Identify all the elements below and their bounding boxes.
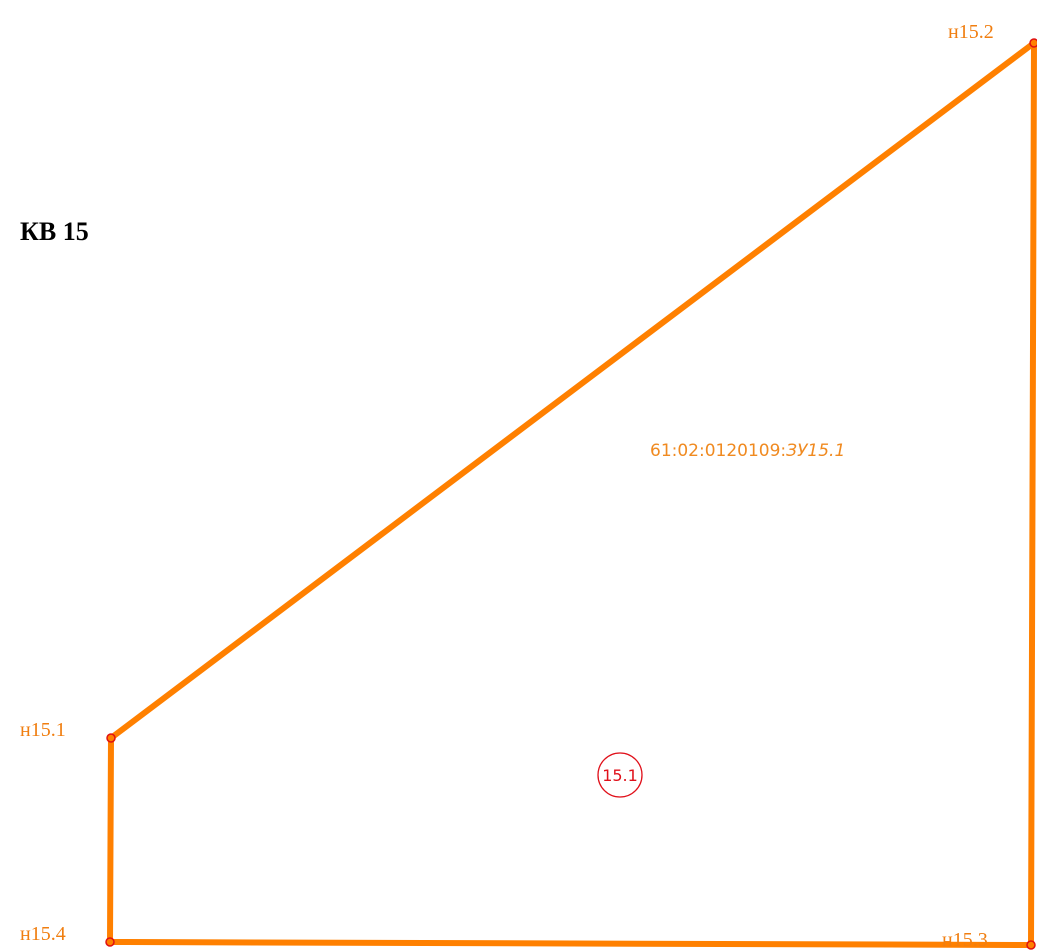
vertex — [105, 937, 115, 947]
point-label: н15.3 — [942, 929, 988, 950]
parcel-number-prefix: 61:02:0120109: — [650, 441, 786, 461]
vertices — [105, 38, 1037, 950]
parcel-number-suffix: ЗУ15.1 — [786, 441, 845, 461]
point-label: н15.1 — [20, 719, 66, 741]
vertex — [1029, 38, 1037, 48]
point-label: н15.4 — [20, 923, 66, 945]
parcel-circle — [597, 752, 643, 798]
vertex — [106, 733, 116, 743]
point-label: н15.2 — [948, 21, 994, 43]
parcel-circle-label: 15.1 — [602, 766, 638, 785]
block-label: КВ 15 — [20, 217, 89, 246]
vertex — [1026, 940, 1036, 950]
parcel-number: 61:02:0120109:ЗУ15.1 — [650, 441, 845, 461]
